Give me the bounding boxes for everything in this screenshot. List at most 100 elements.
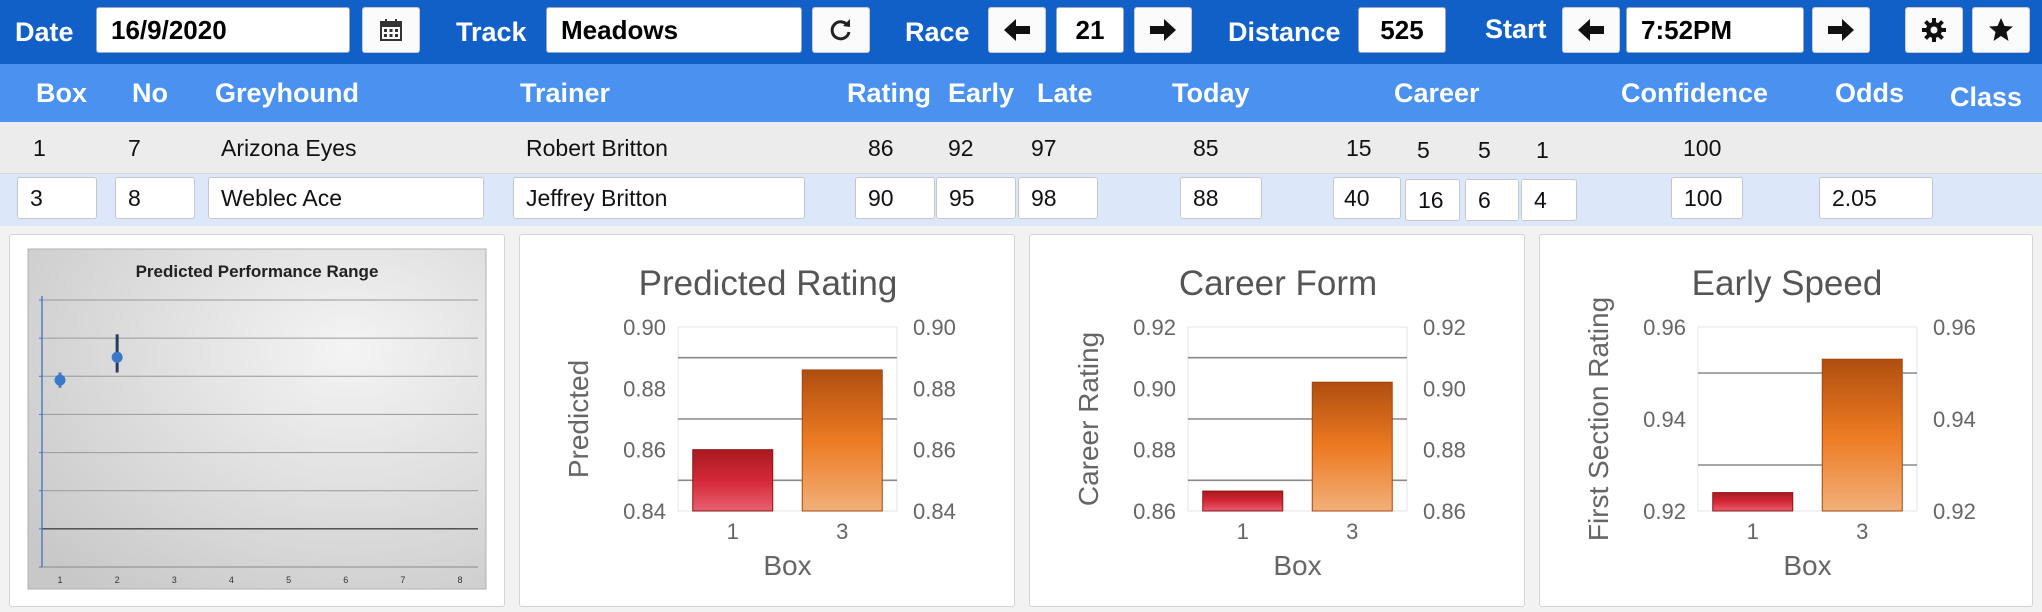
arrow-right-icon xyxy=(1150,19,1176,41)
distance-field[interactable]: 525 xyxy=(1358,7,1446,53)
calendar-icon xyxy=(380,19,402,41)
today-field[interactable]: 88 xyxy=(1180,177,1262,219)
performance-range-chart: Predicted Performance Range 1 2 3 4 5 6 7 8 xyxy=(27,248,487,590)
chart-title: Predicted Performance Range xyxy=(136,262,379,281)
y-tick-label-right: 0.94 xyxy=(1933,407,1976,432)
confidence-field[interactable]: 100 xyxy=(1671,177,1743,219)
cell-today: 85 xyxy=(1193,135,1219,161)
career-field-3[interactable]: 6 xyxy=(1465,179,1519,221)
bar xyxy=(1311,381,1393,512)
calendar-button[interactable] xyxy=(362,7,420,53)
bar xyxy=(801,369,883,512)
next-start-button[interactable] xyxy=(1812,7,1870,53)
y-tick-label: 0.96 xyxy=(1643,315,1686,340)
x-tick-label: 3 xyxy=(1856,519,1868,544)
col-early[interactable]: Early xyxy=(948,78,1015,108)
greyhound-field[interactable]: Weblec Ace xyxy=(208,177,484,219)
plot-area xyxy=(1697,326,1918,512)
cell-confidence: 100 xyxy=(1683,135,1722,161)
col-odds[interactable]: Odds xyxy=(1835,78,1905,108)
date-field[interactable]: 16/9/2020 xyxy=(96,7,350,53)
refresh-icon xyxy=(830,19,851,41)
x-tick-label: 3 xyxy=(172,575,177,585)
x-axis-label: Box xyxy=(1273,550,1321,581)
race-label: Race xyxy=(905,17,970,47)
col-rating[interactable]: Rating xyxy=(847,78,931,108)
predicted-rating-chart: Predicted Rating 0.84 0.84 0.86 0.86 0.88 0.88… xyxy=(563,264,956,581)
trainer-field[interactable]: Jeffrey Britton xyxy=(513,177,805,219)
performance-range-panel: Predicted Performance Range 1 2 3 4 5 6 7 8 xyxy=(9,234,505,607)
early-speed-panel: Early Speed 0.92 0.92 0.94 0.94 0.96 0.96 1 3 Box… xyxy=(1539,234,2033,607)
race-number-field[interactable]: 21 xyxy=(1056,7,1124,53)
col-late[interactable]: Late xyxy=(1037,78,1093,108)
y-tick-label: 0.94 xyxy=(1643,407,1686,432)
settings-button[interactable] xyxy=(1905,7,1963,53)
x-tick-label: 1 xyxy=(57,575,62,585)
column-header: Box No Greyhound Trainer Rating Early La… xyxy=(0,64,2042,122)
career-form-panel: Career Form 0.86 0.86 0.88 0.88 0.90 0.90 0.92 0… xyxy=(1029,234,1525,607)
y-axis-label: First Section Rating xyxy=(1583,297,1614,541)
y-axis-label: Career Rating xyxy=(1073,332,1104,506)
y-tick-label-right: 0.92 xyxy=(1933,499,1976,524)
x-axis-label: Box xyxy=(1783,550,1831,581)
x-axis-label: Box xyxy=(763,550,811,581)
col-no[interactable]: No xyxy=(132,78,168,108)
chart-title: Career Form xyxy=(1179,264,1377,303)
y-tick-label-right: 0.90 xyxy=(913,315,956,340)
cell-trainer: Robert Britton xyxy=(526,135,668,161)
predicted-rating-panel: Predicted Rating 0.84 0.84 0.86 0.86 0.88 0.88… xyxy=(519,234,1015,607)
col-career[interactable]: Career xyxy=(1394,78,1480,108)
data-point xyxy=(111,351,123,363)
y-tick-label-right: 0.84 xyxy=(913,499,956,524)
career-field-2[interactable]: 16 xyxy=(1405,179,1460,221)
y-tick-label: 0.92 xyxy=(1133,315,1176,340)
y-tick-label: 0.88 xyxy=(623,376,666,401)
start-time-field[interactable]: 7:52PM xyxy=(1626,7,1804,53)
favorite-button[interactable] xyxy=(1972,7,2030,53)
col-box[interactable]: Box xyxy=(36,78,88,108)
gear-icon xyxy=(1922,18,1946,42)
y-tick-label: 0.90 xyxy=(1133,376,1176,401)
chart-title: Early Speed xyxy=(1692,264,1883,303)
col-today[interactable]: Today xyxy=(1172,78,1250,108)
x-tick-label: 7 xyxy=(400,575,405,585)
cell-career-3: 5 xyxy=(1478,137,1491,163)
y-tick-label: 0.88 xyxy=(1133,438,1176,463)
chart-frame xyxy=(27,248,487,590)
no-field[interactable]: 8 xyxy=(115,177,195,219)
career-field-4[interactable]: 4 xyxy=(1521,179,1577,221)
cell-box: 1 xyxy=(33,135,46,161)
y-tick-label-right: 0.96 xyxy=(1933,315,1976,340)
next-race-button[interactable] xyxy=(1134,7,1192,53)
y-tick-label: 0.86 xyxy=(1133,499,1176,524)
bar xyxy=(1202,490,1284,512)
refresh-button[interactable] xyxy=(812,7,870,53)
early-speed-chart: Early Speed 0.92 0.92 0.94 0.94 0.96 0.96 1 3 Box… xyxy=(1583,264,1976,581)
career-form-chart: Career Form 0.86 0.86 0.88 0.88 0.90 0.90 0.92 0… xyxy=(1073,264,1466,581)
col-class[interactable]: Class xyxy=(1950,82,2023,112)
y-tick-label: 0.90 xyxy=(623,315,666,340)
y-tick-label-right: 0.90 xyxy=(1423,376,1466,401)
bar xyxy=(1821,358,1903,512)
late-field[interactable]: 98 xyxy=(1018,177,1098,219)
prev-race-button[interactable] xyxy=(988,7,1046,53)
col-greyhound[interactable]: Greyhound xyxy=(215,78,360,108)
career-field-1[interactable]: 40 xyxy=(1333,177,1401,219)
col-confidence[interactable]: Confidence xyxy=(1621,78,1769,108)
cell-career-4: 1 xyxy=(1536,137,1549,163)
odds-field[interactable]: 2.05 xyxy=(1819,177,1933,219)
col-trainer[interactable]: Trainer xyxy=(520,78,611,108)
prev-start-button[interactable] xyxy=(1562,7,1620,53)
arrow-left-icon xyxy=(1004,19,1030,41)
table-row[interactable]: 1 7 Arizona Eyes Robert Britton 86 92 97… xyxy=(0,122,2042,174)
distance-label: Distance xyxy=(1228,17,1341,47)
box-field[interactable]: 3 xyxy=(17,177,97,219)
star-icon xyxy=(1989,18,2013,41)
rating-field[interactable]: 90 xyxy=(855,177,935,219)
x-tick-label: 5 xyxy=(286,575,291,585)
cell-early: 92 xyxy=(948,135,974,161)
x-tick-label: 3 xyxy=(836,519,848,544)
x-tick-label: 8 xyxy=(457,575,462,585)
early-field[interactable]: 95 xyxy=(936,177,1016,219)
track-field[interactable]: Meadows xyxy=(546,7,802,53)
